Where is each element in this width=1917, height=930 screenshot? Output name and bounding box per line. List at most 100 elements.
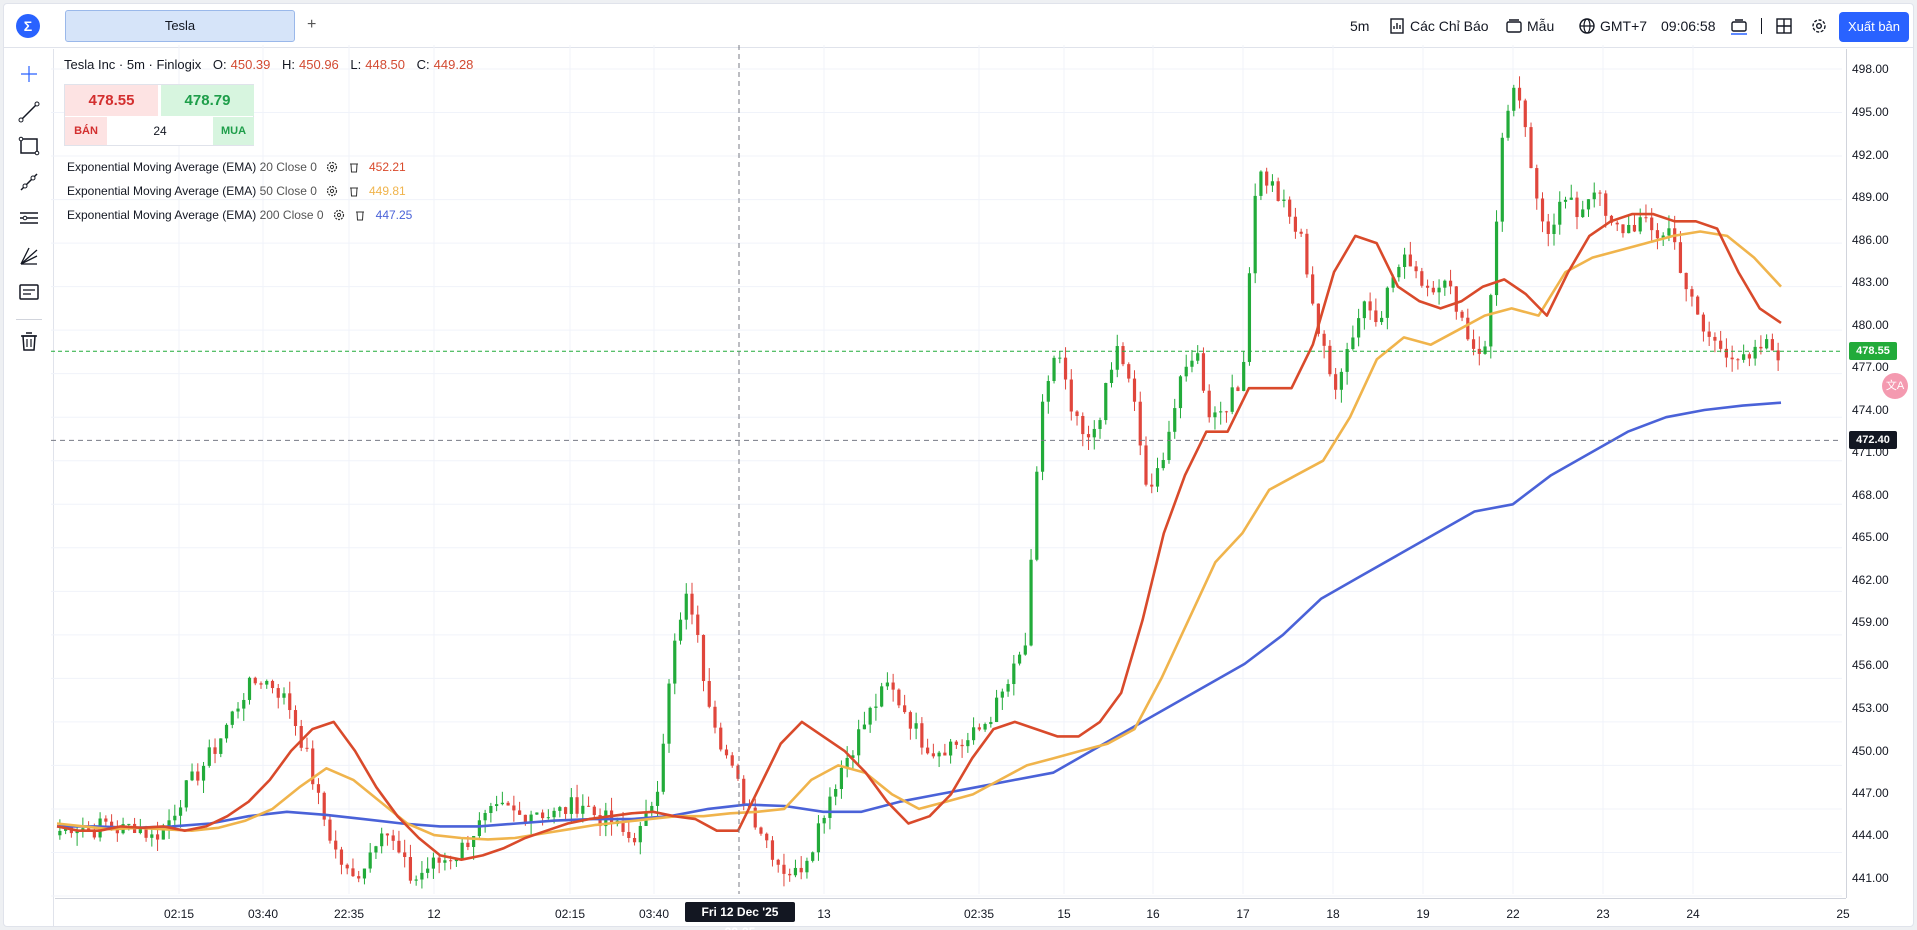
candle-body bbox=[1104, 383, 1108, 421]
time-tick-label: 12 bbox=[427, 907, 441, 921]
fib-fan-icon[interactable] bbox=[17, 244, 41, 268]
indicators-button[interactable]: Các Chỉ Báo bbox=[1410, 18, 1489, 34]
candle-body bbox=[1334, 374, 1338, 390]
candle-body bbox=[880, 686, 884, 707]
candle-body bbox=[1425, 285, 1430, 288]
layout-grid-icon[interactable] bbox=[1775, 17, 1793, 35]
candle-body bbox=[811, 852, 815, 861]
candle-body bbox=[546, 817, 550, 819]
candle-body bbox=[719, 727, 723, 750]
time-axis[interactable] bbox=[55, 898, 1846, 926]
translate-icon[interactable]: 文A bbox=[1882, 373, 1908, 399]
settings-gear-icon[interactable] bbox=[1810, 17, 1828, 35]
indicator-ema-20[interactable]: Exponential Moving Average (EMA) 20 Clos… bbox=[67, 160, 406, 174]
candle-body bbox=[380, 833, 384, 847]
candle-body bbox=[167, 820, 171, 826]
candle-body bbox=[1512, 87, 1516, 111]
buy-price-button[interactable]: 478.79 bbox=[161, 85, 254, 116]
price-tick-label: 474.00 bbox=[1852, 403, 1889, 417]
price-tick-label: 450.00 bbox=[1852, 744, 1889, 758]
buy-button[interactable]: MUA bbox=[213, 117, 254, 145]
market-hours-icon[interactable] bbox=[1730, 17, 1748, 35]
candle-body bbox=[552, 810, 556, 818]
candle-body bbox=[391, 835, 395, 841]
candle-body bbox=[1178, 376, 1183, 409]
gear-icon[interactable] bbox=[326, 161, 338, 173]
price-chart[interactable] bbox=[51, 45, 1911, 924]
trash-icon[interactable] bbox=[354, 209, 366, 221]
candle-body bbox=[1454, 286, 1458, 312]
price-axis[interactable] bbox=[1846, 49, 1913, 898]
templates-icon bbox=[1506, 19, 1522, 33]
candle-body bbox=[420, 872, 424, 880]
finlogix-logo-icon[interactable]: Σ bbox=[16, 14, 40, 38]
candle-body bbox=[184, 780, 188, 808]
ema-20-line bbox=[56, 212, 1782, 862]
quantity-input[interactable]: 24 bbox=[153, 124, 167, 138]
candle-body bbox=[1075, 411, 1079, 416]
symbol-title[interactable]: Tesla Inc · 5m · Finlogix bbox=[64, 57, 202, 72]
candle-body bbox=[949, 741, 953, 756]
export-button[interactable]: Xuất bản bbox=[1839, 12, 1909, 42]
trash-icon[interactable] bbox=[348, 161, 360, 173]
current-price-badge: 478.55 bbox=[1849, 342, 1897, 361]
indicators-icon bbox=[1390, 18, 1404, 34]
candle-body bbox=[1650, 217, 1654, 231]
candle-body bbox=[1552, 224, 1556, 234]
ema-50-line bbox=[56, 230, 1782, 841]
candle-body bbox=[1316, 303, 1320, 334]
gear-icon[interactable] bbox=[326, 185, 338, 197]
note-icon[interactable] bbox=[17, 280, 41, 304]
candle-body bbox=[1546, 221, 1550, 234]
add-tab-button[interactable]: + bbox=[307, 16, 317, 33]
candle-body bbox=[971, 727, 976, 741]
candle-body bbox=[104, 818, 108, 822]
trade-widget: 478.55 478.79 BÁN 24 MUA bbox=[64, 84, 254, 146]
candle-body bbox=[908, 712, 912, 729]
candle-body bbox=[322, 792, 326, 820]
rectangle-icon[interactable] bbox=[17, 134, 41, 158]
candle-body bbox=[931, 753, 935, 757]
candle-body bbox=[759, 827, 763, 834]
trash-icon[interactable] bbox=[17, 329, 41, 353]
sell-button[interactable]: BÁN bbox=[65, 117, 107, 145]
gear-icon[interactable] bbox=[333, 209, 345, 221]
timezone-button[interactable]: GMT+7 bbox=[1600, 18, 1648, 34]
candle-body bbox=[1747, 354, 1751, 359]
price-tick-label: 441.00 bbox=[1852, 871, 1889, 885]
clock: 09:06:58 bbox=[1661, 18, 1716, 34]
sell-price-button[interactable]: 478.55 bbox=[65, 85, 158, 116]
candle-body bbox=[1006, 684, 1010, 692]
candle-body bbox=[1644, 217, 1648, 219]
indicator-ema-200[interactable]: Exponential Moving Average (EMA) 200 Clo… bbox=[67, 208, 412, 222]
candle-body bbox=[1040, 401, 1045, 472]
candle-body bbox=[569, 797, 573, 814]
candle-body bbox=[770, 840, 775, 860]
price-tick-label: 483.00 bbox=[1852, 275, 1889, 289]
candle-body bbox=[1506, 110, 1510, 138]
candle-body bbox=[1604, 193, 1608, 216]
templates-button[interactable]: Mẫu bbox=[1527, 18, 1555, 34]
candle-body bbox=[1765, 339, 1769, 349]
indicator-value: 449.81 bbox=[368, 184, 406, 198]
candle-body bbox=[903, 705, 907, 713]
tab-tesla[interactable]: Tesla bbox=[65, 10, 295, 42]
trendline-icon[interactable] bbox=[17, 100, 41, 124]
candle-body bbox=[558, 807, 562, 811]
chart-pane[interactable] bbox=[51, 45, 1911, 924]
interval-button[interactable]: 5m bbox=[1350, 18, 1370, 34]
candle-body bbox=[799, 867, 803, 873]
parallel-lines-icon[interactable] bbox=[17, 206, 41, 230]
indicator-params: 50 Close 0 bbox=[259, 184, 317, 198]
indicator-value: 452.21 bbox=[368, 160, 406, 174]
candle-body bbox=[1598, 192, 1602, 194]
trash-icon[interactable] bbox=[348, 185, 360, 197]
candle-body bbox=[1035, 471, 1039, 560]
open-value: 450.39 bbox=[230, 57, 271, 72]
candle-body bbox=[966, 740, 970, 747]
indicator-ema-50[interactable]: Exponential Moving Average (EMA) 50 Clos… bbox=[67, 184, 406, 198]
candle-body bbox=[328, 819, 332, 841]
ray-icon[interactable] bbox=[17, 170, 41, 194]
crosshair-icon[interactable] bbox=[17, 62, 41, 86]
candle-body bbox=[201, 765, 206, 781]
